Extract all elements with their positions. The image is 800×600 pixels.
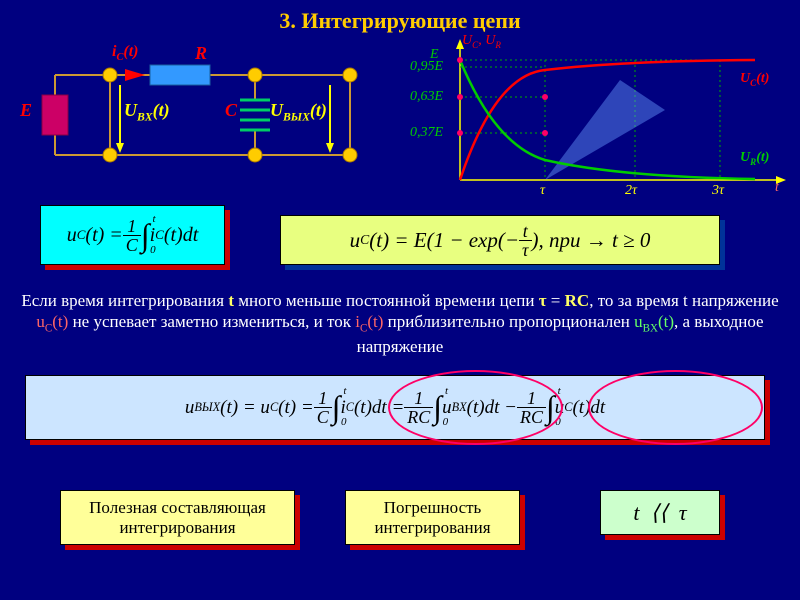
xlabel: t — [775, 180, 779, 196]
ylabel: UC, UR — [462, 33, 501, 50]
explanation-paragraph: Если время интегрирования t много меньше… — [20, 290, 780, 358]
xtick-2: 2τ — [625, 183, 637, 199]
eq-t-much-less-tau: t ⟨⟨ τ — [600, 490, 720, 535]
label-error-component: Погрешность интегрирования — [345, 490, 520, 545]
ur-curve-label: UR(t) — [740, 150, 769, 167]
xtick-1: τ — [540, 183, 545, 199]
ytick-095: 0,95E — [410, 59, 443, 75]
ellipse-error — [588, 370, 763, 445]
xtick-3: 3τ — [712, 183, 724, 199]
eq-uc-integral: uC(t) = 1C∫t0 iC(t)dt — [40, 205, 225, 265]
uc-curve-label: UC(t) — [740, 71, 769, 88]
r-label: R — [195, 43, 207, 64]
uout-label: UBЫХ(t) — [270, 100, 327, 124]
ytick-063: 0,63E — [410, 89, 443, 105]
response-chart: E 0,95E 0,63E 0,37E τ 2τ 3τ UC, UR t UC(… — [400, 35, 790, 200]
uin-label: UBX(t) — [124, 100, 170, 124]
ic-label: iC(t) — [112, 43, 139, 63]
eq-uc-exponential: uC(t) = E(1 − exp(− tτ), npu → t ≥ 0 — [280, 215, 720, 265]
e-label: E — [20, 100, 32, 121]
c-label: C — [225, 100, 237, 121]
slide-title: 3. Интегрирующие цепи — [0, 0, 800, 34]
circuit-diagram: iC(t) R E C UBX(t) UBЫХ(t) — [20, 45, 390, 175]
ytick-037: 0,37E — [410, 125, 443, 141]
label-useful-component: Полезная составляющая интегрирования — [60, 490, 295, 545]
ellipse-useful — [388, 370, 563, 445]
